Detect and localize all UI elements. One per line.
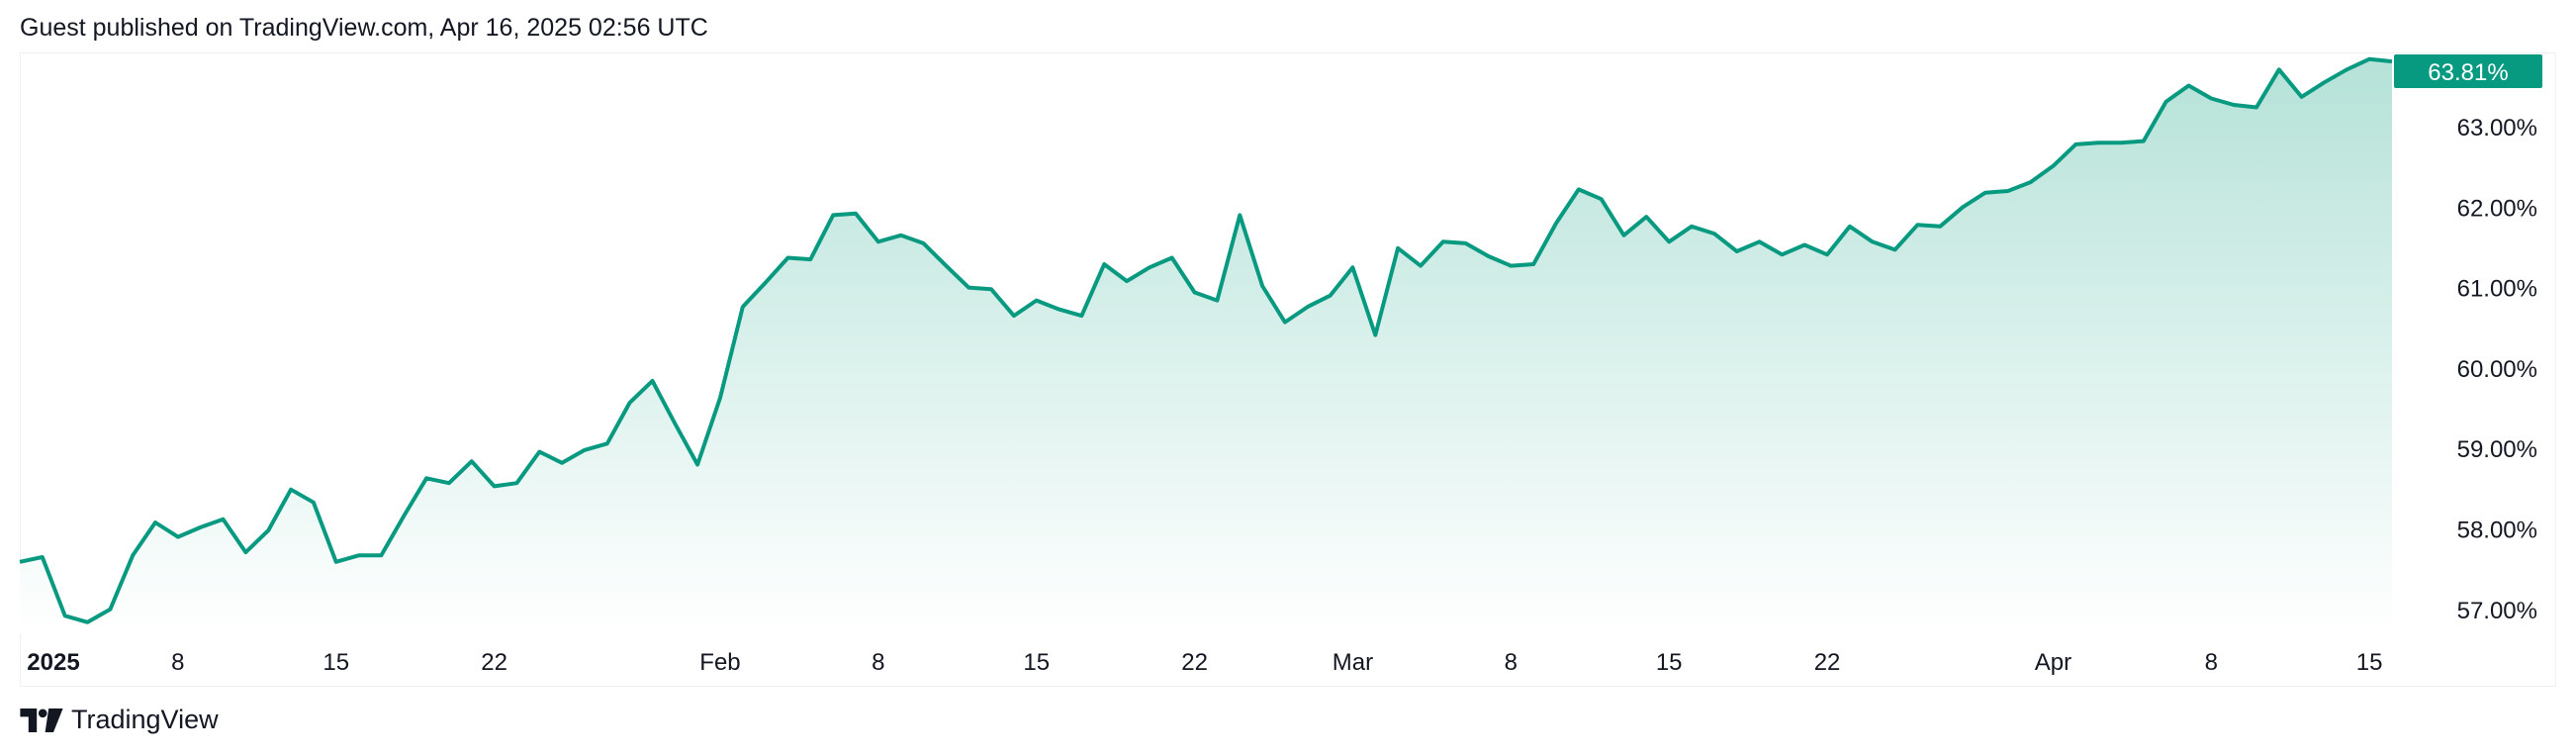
x-tick-label: 15	[1023, 649, 1050, 676]
y-tick-label: 58.00%	[2457, 518, 2537, 544]
x-tick-label: 22	[481, 649, 507, 676]
x-tick-label: 8	[2205, 649, 2218, 676]
logo-text: TradingView	[71, 705, 219, 734]
y-tick-label: 61.00%	[2457, 276, 2537, 303]
x-tick-label: 15	[2356, 649, 2383, 676]
area-fill	[20, 58, 2392, 633]
x-tick-label: 22	[1814, 649, 1841, 676]
x-tick-label: Feb	[699, 649, 740, 676]
x-tick-label: 15	[322, 649, 349, 676]
series-line	[19, 56, 2393, 624]
chart-frame	[20, 52, 2556, 687]
tradingview-logo[interactable]: TradingView	[20, 705, 219, 735]
y-tick-label: 59.00%	[2457, 436, 2537, 463]
x-tick-label: 8	[1505, 649, 1518, 676]
y-axis: 63.00% 62.00% 61.00% 60.00% 59.00% 58.00% 57.0…	[2457, 115, 2537, 624]
publish-info: Guest published on TradingView.com, Apr …	[20, 14, 708, 42]
x-tick-label: 8	[872, 649, 884, 676]
y-tick-label: 60.00%	[2457, 356, 2537, 383]
x-tick-label: 8	[171, 649, 184, 676]
x-axis: 2025 8 15 22 Feb 8 15 22 Mar 8 15 22 Apr 8 15	[27, 649, 2382, 676]
x-tick-label: Apr	[2035, 649, 2071, 676]
x-tick-label: 22	[1181, 649, 1208, 676]
last-value-badge: 63.81%	[2394, 54, 2542, 88]
last-value-label: 63.81%	[2428, 59, 2508, 86]
tradingview-logo-icon	[20, 708, 63, 732]
x-tick-label: 15	[1656, 649, 1683, 676]
x-tick-label: Mar	[1333, 649, 1373, 676]
y-tick-label: 57.00%	[2457, 598, 2537, 624]
y-tick-label: 62.00%	[2457, 195, 2537, 222]
x-tick-label: 2025	[27, 649, 79, 676]
last-value-badge-bg	[2394, 54, 2542, 88]
y-tick-label: 63.00%	[2457, 115, 2537, 142]
